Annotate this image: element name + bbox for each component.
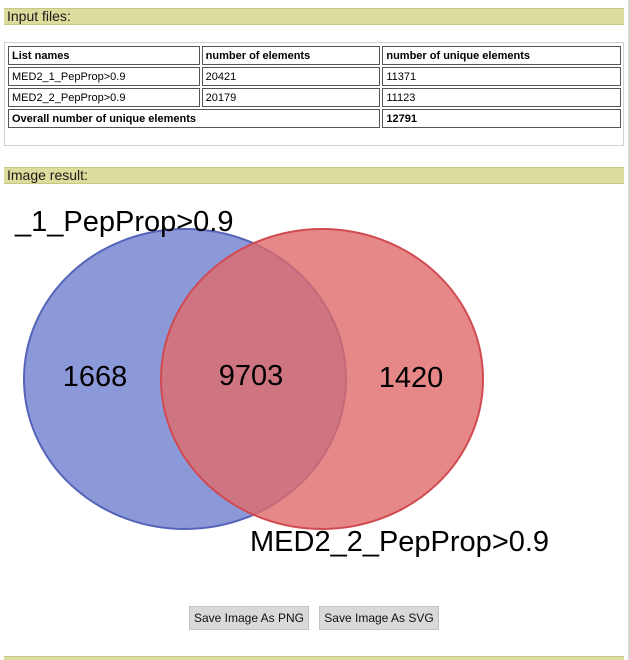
header-number-of-elements: number of elements: [201, 46, 381, 65]
overall-value-cell: 12791: [382, 109, 621, 128]
scrollbar-edge: [628, 0, 630, 660]
table-row: MED2_2_PepProp>0.9 20179 11123: [8, 88, 621, 107]
header-list-names: List names: [8, 46, 200, 65]
set-b-circle: [160, 228, 484, 530]
only-a-count: 1668: [63, 361, 128, 393]
intersection-count: 9703: [219, 360, 284, 392]
set-b-label: MED2_2_PepProp>0.9: [250, 526, 549, 558]
next-section-header: [4, 656, 624, 660]
venn-diagram: _1_PepProp>0.9 MED2_2_PepProp>0.9 1668 9…: [14, 206, 549, 558]
input-files-table-container: List names number of elements number of …: [4, 42, 624, 146]
table-header-row: List names number of elements number of …: [8, 46, 621, 65]
header-number-of-unique-elements: number of unique elements: [382, 46, 621, 65]
table-row: MED2_1_PepProp>0.9 20421 11371: [8, 67, 621, 86]
table-row-overall: Overall number of unique elements 12791: [8, 109, 621, 128]
save-png-button[interactable]: Save Image As PNG: [189, 606, 309, 630]
elements-cell: 20179: [201, 88, 381, 107]
unique-elements-cell: 11371: [382, 67, 621, 86]
list-name-cell: MED2_2_PepProp>0.9: [8, 88, 200, 107]
input-files-table: List names number of elements number of …: [6, 44, 623, 130]
set-a-label: _1_PepProp>0.9: [14, 206, 234, 238]
list-name-cell: MED2_1_PepProp>0.9: [8, 67, 200, 86]
save-svg-button[interactable]: Save Image As SVG: [319, 606, 439, 630]
unique-elements-cell: 11123: [382, 88, 621, 107]
image-result-header: Image result:: [4, 167, 624, 184]
elements-cell: 20421: [201, 67, 381, 86]
input-files-header: Input files:: [4, 8, 624, 25]
only-b-count: 1420: [379, 362, 444, 394]
overall-label-cell: Overall number of unique elements: [8, 109, 381, 128]
